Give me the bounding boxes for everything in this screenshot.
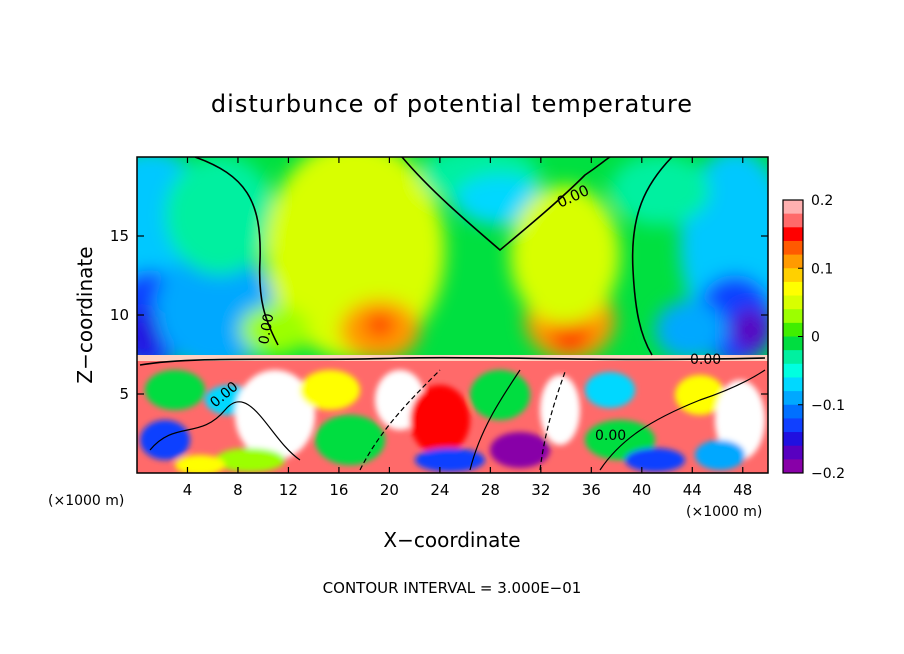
colorbar-swatch [783, 350, 803, 365]
colorbar-swatch [783, 281, 803, 297]
colorbar-swatch [783, 240, 803, 256]
colorbar-tick-label: −0.2 [811, 466, 845, 482]
x-tick-label: 24 [430, 481, 449, 499]
chart-title: disturbunce of potential temperature [211, 90, 693, 118]
x-tick-label: 4 [183, 481, 193, 499]
colorbar-swatch [783, 404, 803, 419]
colorbar-swatch [783, 295, 803, 310]
colorbar-swatch [783, 227, 803, 242]
x-unit-left: (×1000 m) [48, 493, 124, 509]
x-tick-label: 40 [632, 481, 651, 499]
lower-turbulent-field [137, 355, 768, 473]
x-tick-label: 16 [329, 481, 348, 499]
colorbar-swatch [783, 377, 803, 392]
x-tick-label: 12 [279, 481, 298, 499]
y-axis-ticks: 5 10 15 [110, 227, 768, 403]
x-tick-label: 20 [380, 481, 399, 499]
colorbar-swatch [783, 418, 803, 433]
x-tick-label: 44 [683, 481, 702, 499]
x-tick-label: 8 [233, 481, 243, 499]
y-tick-label: 5 [119, 385, 129, 403]
colorbar-swatch [783, 432, 803, 447]
x-tick-label: 32 [531, 481, 550, 499]
x-tick-label: 36 [582, 481, 601, 499]
colorbar-tick-label: 0.2 [811, 193, 833, 209]
contour-lines [139, 157, 766, 471]
colorbar-swatch [783, 391, 803, 406]
colorbar-swatch [783, 309, 803, 324]
colorbar-tick-label: −0.1 [811, 398, 845, 414]
colorbar-tick-label: 0 [811, 330, 820, 346]
x-axis-label: X−coordinate [383, 528, 520, 552]
colorbar-tick-label: 0.1 [811, 261, 833, 277]
plot-area: 0.00 0.00 0.00 0.00 0.00 [137, 157, 768, 473]
contour-label: 0.00 [595, 428, 626, 444]
colorbar-swatch [783, 254, 803, 269]
x-unit-right: (×1000 m) [686, 504, 762, 520]
contour-label: 0.00 [690, 352, 721, 368]
colorbar-swatch [783, 363, 803, 378]
colorbar-swatch [783, 445, 803, 460]
colorbar-ticks: 0.2 0.1 0 −0.1 −0.2 [798, 193, 845, 482]
colorbar [783, 200, 803, 474]
x-axis-ticks: 4 8 12 16 20 24 28 32 36 40 44 48 [183, 157, 752, 499]
colorbar-swatch [783, 459, 803, 474]
y-tick-label: 10 [110, 306, 129, 324]
x-tick-label: 48 [733, 481, 752, 499]
upper-field [137, 157, 768, 370]
colorbar-swatch [783, 200, 803, 215]
y-axis-label: Z−coordinate [73, 246, 97, 383]
colorbar-swatch [783, 213, 803, 228]
colorbar-swatch [783, 268, 803, 283]
contour-interval-footer: CONTOUR INTERVAL = 3.000E−01 [323, 579, 582, 597]
colorbar-swatch [783, 336, 803, 351]
contour-label: 0.00 [256, 312, 277, 345]
colorbar-swatch [783, 322, 803, 337]
x-tick-label: 28 [481, 481, 500, 499]
y-tick-label: 15 [110, 227, 129, 245]
